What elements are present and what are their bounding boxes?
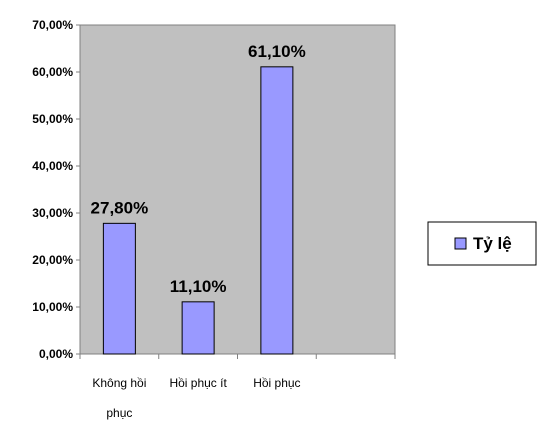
data-label: 27,80% xyxy=(91,198,149,217)
y-tick-label: 60,00% xyxy=(32,65,73,79)
bar xyxy=(260,66,294,355)
y-tick-label: 40,00% xyxy=(32,159,73,173)
y-tick-label: 20,00% xyxy=(32,253,73,267)
bar xyxy=(181,301,215,355)
x-tick-label: Không hồi phục xyxy=(92,376,146,420)
data-label: 11,10% xyxy=(170,277,227,296)
y-tick-label: 10,00% xyxy=(32,300,73,314)
y-tick-label: 30,00% xyxy=(32,206,73,220)
x-tick-label: Hồi phục xyxy=(253,376,300,390)
x-tick-label: Hồi phục ít xyxy=(169,376,227,390)
legend-label: Tỷ lệ xyxy=(473,234,512,253)
y-tick-label: 50,00% xyxy=(32,112,73,126)
data-label: 61,10% xyxy=(248,42,306,61)
legend-swatch xyxy=(454,237,467,250)
y-tick-label: 70,00% xyxy=(32,18,73,32)
y-tick-label: 0,00% xyxy=(39,347,73,361)
legend-box xyxy=(427,221,537,266)
bar xyxy=(102,222,136,355)
